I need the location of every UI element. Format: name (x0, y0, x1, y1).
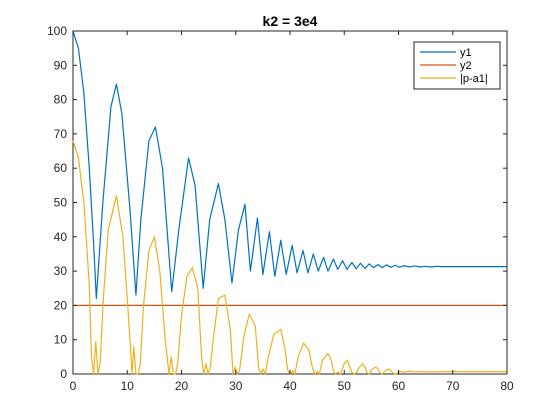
x-tick-label: 40 (283, 379, 297, 393)
x-tick-label: 30 (229, 379, 243, 393)
y-tick-label: 60 (54, 161, 68, 175)
y-tick-label: 90 (54, 58, 68, 72)
y-tick-label: 20 (54, 298, 68, 312)
x-tick-label: 80 (500, 379, 514, 393)
y-tick-label: 100 (47, 24, 67, 38)
y-tick-label: 30 (54, 264, 68, 278)
series-layer (72, 30, 507, 375)
x-tick-label: 50 (338, 379, 352, 393)
y-tick-label: 80 (54, 93, 68, 107)
y-tick-label: 10 (54, 333, 68, 347)
series-line-1 (72, 30, 507, 300)
y-tick-label: 50 (54, 196, 68, 210)
axis-ticks: 0 10 20 30 40 50 60 70 80 0 10 20 30 40 50 60 70 80 90 100 (47, 24, 514, 393)
y-tick-label: 40 (54, 230, 68, 244)
x-tick-label: 20 (175, 379, 189, 393)
y-tick-label: 0 (60, 367, 67, 381)
chart-title: k2 = 3e4 (263, 13, 318, 29)
legend-label-3: |p-a1| (460, 73, 488, 85)
x-tick-label: 70 (446, 379, 460, 393)
x-tick-label: 10 (121, 379, 135, 393)
x-tick-label: 60 (392, 379, 406, 393)
y-tick-label: 70 (54, 127, 68, 141)
x-tick-label: 0 (70, 379, 77, 393)
legend-label-2: y2 (460, 60, 472, 72)
legend-label-1: y1 (460, 47, 472, 59)
series-line-3 (72, 140, 507, 375)
